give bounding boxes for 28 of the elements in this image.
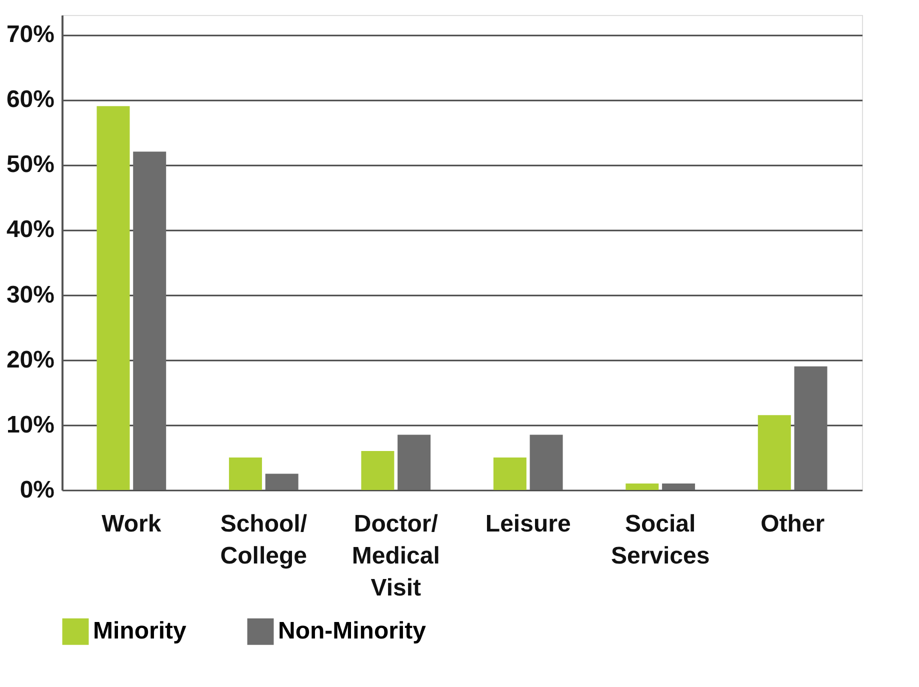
- y-tick-label: 50%: [6, 151, 54, 178]
- bar: [530, 434, 563, 490]
- x-tick-label: Social Services: [610, 510, 710, 570]
- x-tick-label: Work: [102, 510, 162, 538]
- y-tick-label: 40%: [6, 216, 54, 244]
- x-tick-label: Other: [760, 510, 825, 538]
- legend-label: Non-Minority: [278, 618, 427, 645]
- bar: [398, 434, 431, 490]
- x-tick-label: Leisure: [485, 510, 571, 538]
- bar: [758, 415, 791, 490]
- bar: [133, 152, 166, 490]
- bar: [228, 457, 262, 490]
- x-tick-label: Doctor/ Medical Visit: [352, 510, 440, 602]
- bar: [361, 450, 394, 490]
- bar: [96, 106, 130, 490]
- y-tick-label: 30%: [6, 281, 54, 308]
- y-tick-label: 10%: [6, 411, 54, 438]
- y-tick-label: 20%: [6, 346, 54, 374]
- y-tick-label: 0%: [20, 476, 54, 504]
- bar: [626, 483, 659, 490]
- bar: [265, 474, 298, 490]
- bar: [493, 457, 526, 490]
- legend-label: Minority: [93, 618, 187, 645]
- x-tick-label: School/ College: [220, 510, 308, 570]
- y-tick-label: 70%: [6, 21, 54, 48]
- y-tick-label: 60%: [6, 86, 54, 114]
- bar: [662, 483, 696, 490]
- bar: [794, 366, 828, 490]
